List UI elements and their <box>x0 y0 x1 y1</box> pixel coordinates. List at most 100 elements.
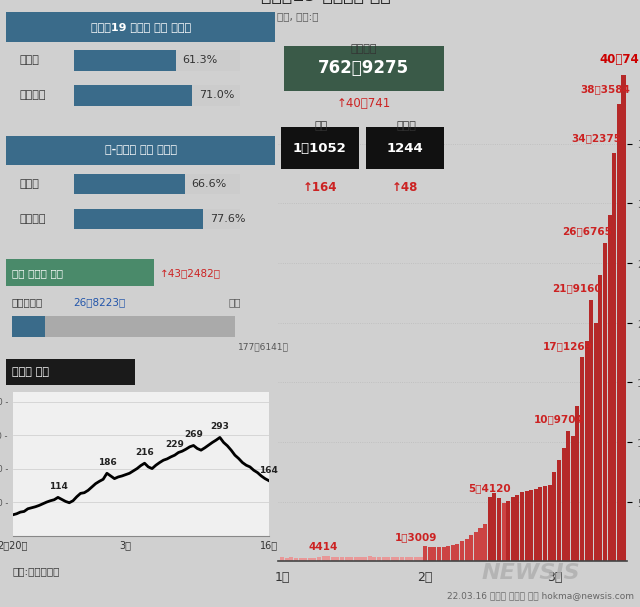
Bar <box>74 50 240 70</box>
Bar <box>571 436 575 561</box>
Bar <box>598 275 602 561</box>
Bar <box>566 430 570 561</box>
Text: 186: 186 <box>97 458 116 467</box>
Bar <box>621 75 625 561</box>
Bar <box>326 557 330 561</box>
Bar <box>543 486 547 561</box>
Bar <box>404 557 409 561</box>
Bar <box>294 558 298 561</box>
Bar <box>74 174 184 194</box>
Text: 집중관리군: 집중관리군 <box>12 297 43 307</box>
Text: 수도권: 수도권 <box>20 179 40 189</box>
Bar <box>607 215 612 561</box>
Text: 비수도권: 비수도권 <box>20 214 46 224</box>
Bar <box>308 558 312 561</box>
Bar <box>469 535 474 561</box>
Bar <box>317 557 321 561</box>
Text: 34만2375: 34만2375 <box>571 133 621 143</box>
Text: 26만6765: 26만6765 <box>562 226 612 236</box>
Bar <box>488 497 492 561</box>
Bar <box>479 528 483 561</box>
Bar <box>312 558 316 561</box>
Text: 762만9275: 762만9275 <box>318 59 410 78</box>
Bar <box>594 323 598 561</box>
Bar <box>460 541 464 561</box>
Bar <box>612 153 616 561</box>
Bar <box>552 472 556 561</box>
Text: 위중증: 위중증 <box>396 121 416 131</box>
Bar <box>437 548 441 561</box>
Bar <box>584 341 589 561</box>
Bar <box>45 316 235 337</box>
Bar <box>368 557 372 561</box>
Bar <box>538 487 543 561</box>
Bar <box>492 493 497 561</box>
Text: 216: 216 <box>135 448 154 457</box>
Bar <box>6 259 154 286</box>
Bar <box>363 557 367 561</box>
Text: 1만1052: 1만1052 <box>293 142 347 155</box>
Bar <box>340 557 344 561</box>
Text: 114: 114 <box>49 483 67 491</box>
Bar <box>419 557 422 561</box>
Bar <box>74 209 240 229</box>
Bar <box>529 490 533 561</box>
Bar <box>391 557 395 561</box>
Bar <box>6 359 136 385</box>
Text: 71.0%: 71.0% <box>198 90 234 100</box>
Text: 177만6141명: 177만6141명 <box>237 342 289 351</box>
Bar <box>465 539 468 561</box>
Text: 10만9704: 10만9704 <box>534 415 584 424</box>
Bar <box>381 557 386 561</box>
Bar <box>331 557 335 561</box>
Text: 66.6%: 66.6% <box>191 179 227 189</box>
Bar <box>372 557 376 561</box>
Bar <box>428 546 432 561</box>
Bar <box>74 85 240 106</box>
Bar <box>534 489 538 561</box>
Text: 269: 269 <box>184 430 203 439</box>
Bar <box>386 557 390 561</box>
Bar <box>12 316 45 337</box>
Bar <box>280 557 284 561</box>
Text: 누적확진: 누적확진 <box>351 44 377 54</box>
Bar <box>321 556 326 561</box>
FancyBboxPatch shape <box>365 127 444 169</box>
FancyBboxPatch shape <box>6 12 275 42</box>
Bar <box>74 209 203 229</box>
Text: 164: 164 <box>259 466 278 475</box>
Text: 40만741: 40만741 <box>600 53 640 66</box>
Bar <box>451 544 455 561</box>
Text: 77.6%: 77.6% <box>210 214 245 224</box>
Text: ↑43만2482명: ↑43만2482명 <box>159 268 221 277</box>
Text: 5만4120: 5만4120 <box>468 483 511 493</box>
Bar <box>456 544 460 561</box>
Text: 수도권: 수도권 <box>20 55 40 66</box>
Text: 전체: 전체 <box>228 297 241 307</box>
FancyBboxPatch shape <box>6 136 275 165</box>
Text: ↑40만741: ↑40만741 <box>337 97 391 110</box>
Bar <box>377 557 381 561</box>
Bar <box>589 300 593 561</box>
Bar <box>548 485 552 561</box>
Text: ↑164: ↑164 <box>303 181 337 194</box>
Text: 사망자 추이: 사망자 추이 <box>12 367 49 377</box>
Text: 1만3009: 1만3009 <box>395 532 437 543</box>
Bar <box>580 357 584 561</box>
Bar <box>617 104 621 561</box>
Text: 17만1269: 17만1269 <box>543 341 593 351</box>
Text: 0시 기준, 단위:명: 0시 기준, 단위:명 <box>261 12 319 22</box>
Bar <box>289 557 293 561</box>
Bar <box>414 557 418 561</box>
Bar <box>525 491 529 561</box>
Bar <box>74 174 240 194</box>
Text: 코로나19 위중증 병상 가동률: 코로나19 위중증 병상 가동률 <box>91 22 191 32</box>
Bar <box>561 448 566 561</box>
Bar <box>349 557 353 561</box>
FancyBboxPatch shape <box>281 127 359 169</box>
Bar <box>442 547 445 561</box>
Text: 준-중환자 병상 가동률: 준-중환자 병상 가동률 <box>105 146 177 155</box>
Bar <box>432 547 436 561</box>
Bar <box>506 501 510 561</box>
Bar <box>400 557 404 561</box>
